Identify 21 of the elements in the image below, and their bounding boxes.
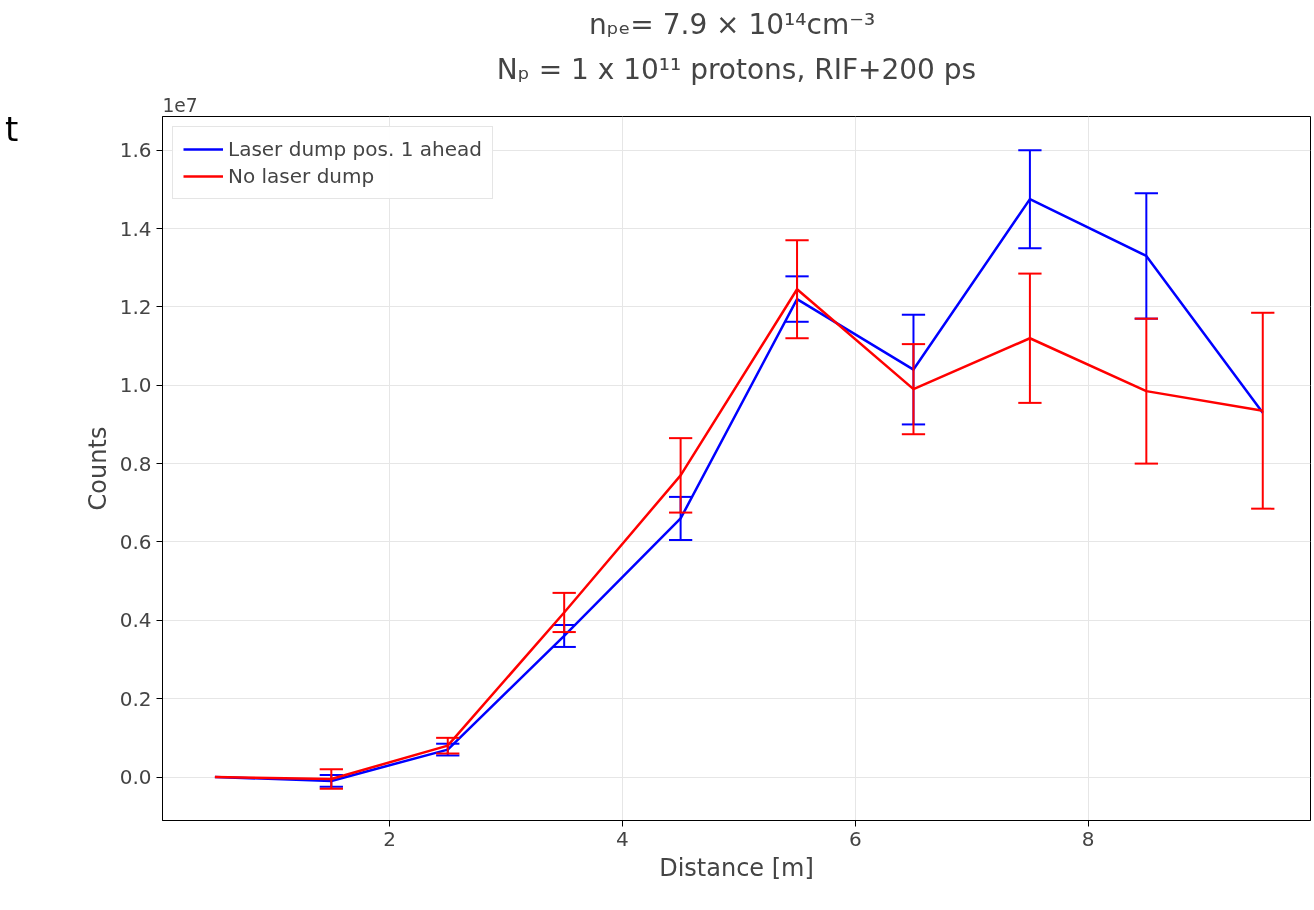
x-tick-label: 2 [383,826,396,851]
chart-title: nₚₑ= 7.9 × 10¹⁴cm⁻³ [588,7,876,41]
text: t [5,108,19,151]
y-tick-label: 0.4 [119,608,152,633]
x-tick-label: 4 [616,826,629,851]
y-tick-label: 1.4 [119,216,152,241]
y-tick-label: 0.2 [119,686,152,711]
y-tick-label: 0.8 [119,451,152,476]
chart-subtitle: Nₚ = 1 x 10¹¹ protons, RIF+200 ps [496,52,977,86]
y-tick-label: 1.6 [119,138,152,163]
x-tick-label: 8 [1081,826,1095,851]
y-tick-label: 1.2 [119,294,152,319]
y-tick-label: 1.0 [119,373,152,398]
legend-label: Laser dump pos. 1 ahead [228,137,482,161]
text: 1e7 [162,94,198,116]
y-axis-title: Counts [83,426,112,511]
legend-label: No laser dump [228,164,375,188]
x-axis-title: Distance [m] [659,853,814,882]
y-tick-label: 0.0 [119,765,152,790]
y-tick-label: 0.6 [119,529,152,554]
x-tick-label: 6 [848,826,862,851]
